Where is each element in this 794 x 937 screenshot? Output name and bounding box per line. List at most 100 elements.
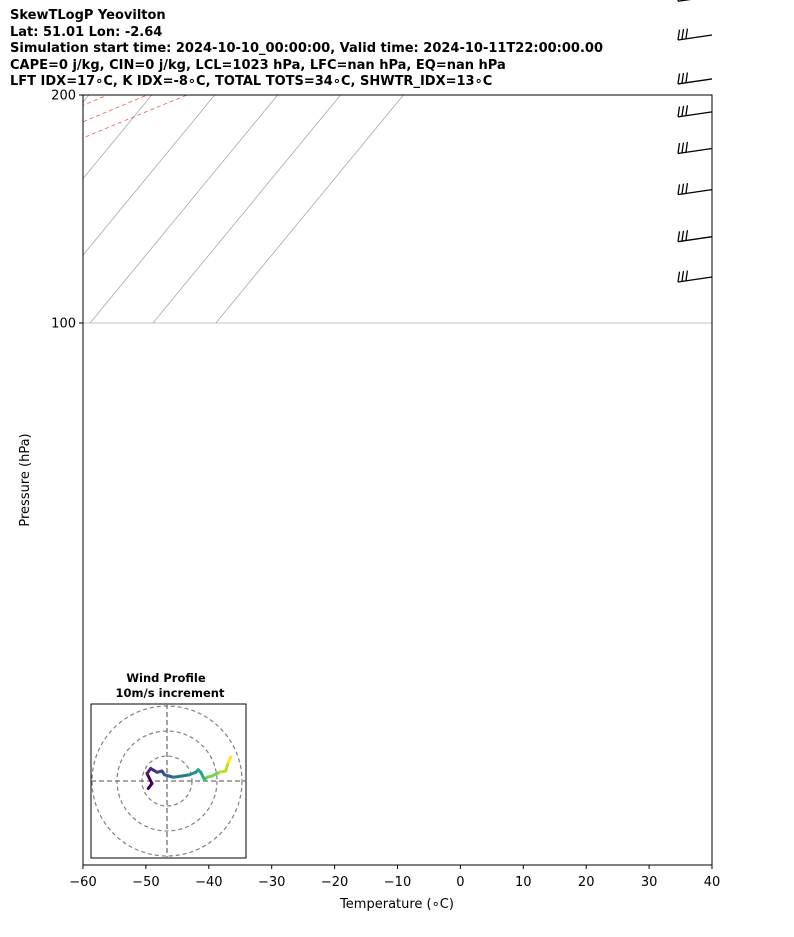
dry-adiabat bbox=[0, 0, 499, 323]
dry-adiabat bbox=[0, 0, 794, 323]
isotherm-line bbox=[0, 0, 34, 323]
moist-adiabat bbox=[0, 0, 223, 323]
dry-adiabat bbox=[0, 0, 794, 323]
isotherm-line bbox=[215, 95, 404, 324]
dry-adiabat bbox=[0, 0, 794, 323]
moist-adiabat bbox=[0, 0, 299, 323]
moist-adiabat bbox=[0, 0, 701, 323]
isotherm-line bbox=[0, 0, 286, 323]
dry-adiabat bbox=[0, 0, 690, 323]
dry-adiabat bbox=[0, 0, 794, 323]
dry-adiabat bbox=[0, 0, 563, 323]
isotherm-line bbox=[0, 0, 349, 323]
x-tick-label: 30 bbox=[641, 875, 658, 890]
y-tick-label: 200 bbox=[51, 88, 76, 103]
hodograph-segment bbox=[145, 772, 154, 785]
wind-barb bbox=[677, 141, 713, 155]
dry-adiabat bbox=[0, 0, 794, 323]
parcel-shade bbox=[0, 0, 535, 323]
hodograph-segment bbox=[226, 755, 233, 764]
x-axis: −60 −50 −40 −30 −20 −10 0 10 20 30 40 bbox=[69, 865, 720, 890]
isotherm-line bbox=[83, 95, 216, 256]
moist-adiabat bbox=[0, 0, 601, 323]
moist-adiabat bbox=[0, 0, 475, 323]
moist-adiabat bbox=[0, 0, 575, 323]
isotherm-line bbox=[83, 95, 153, 180]
chart-header: SkewTLogP Yeovilton Lat: 51.01 Lon: -2.6… bbox=[10, 8, 603, 91]
time-line: Simulation start time: 2024-10-10_00:00:… bbox=[10, 41, 603, 56]
wind-barbs bbox=[677, 0, 713, 283]
dry-adiabat bbox=[83, 95, 149, 123]
moist-adiabat bbox=[0, 0, 349, 323]
background-lines bbox=[0, 0, 794, 324]
dry-adiabat bbox=[0, 0, 626, 323]
x-tick-label: 40 bbox=[704, 875, 721, 890]
wind-barb bbox=[677, 72, 713, 85]
temperature-line bbox=[0, 0, 535, 323]
x-axis-label: Temperature (∘C) bbox=[339, 897, 454, 912]
moist-adiabat bbox=[0, 0, 324, 323]
moist-adiabat bbox=[0, 0, 424, 323]
parcel-line bbox=[0, 0, 498, 323]
isotherm-line bbox=[0, 0, 160, 323]
dry-adiabat bbox=[0, 0, 794, 323]
dry-adiabat bbox=[0, 0, 794, 323]
profiles bbox=[0, 0, 535, 323]
dry-adiabat bbox=[0, 0, 794, 323]
moist-adiabat bbox=[0, 0, 525, 323]
dry-adiabat bbox=[0, 0, 794, 323]
moist-adiabat bbox=[0, 0, 752, 323]
shaded-area bbox=[0, 0, 535, 323]
moist-adiabat bbox=[0, 0, 500, 323]
dry-adiabat bbox=[83, 95, 189, 139]
index-line: LFT IDX=17∘C, K IDX=-8∘C, TOTAL TOTS=34∘… bbox=[10, 74, 493, 89]
y-axis-label: Pressure (hPa) bbox=[18, 433, 33, 526]
y-axis: 1000900800700600500400300200100 bbox=[51, 88, 83, 332]
y-tick-label: 100 bbox=[51, 317, 76, 332]
x-tick-label: 0 bbox=[456, 875, 464, 890]
wind-profile-inset: Wind Profile 10m/s increment bbox=[90, 671, 247, 859]
dry-adiabat bbox=[0, 0, 794, 323]
wind-barb bbox=[677, 28, 713, 41]
moist-adiabat bbox=[0, 0, 273, 323]
moist-adiabat bbox=[0, 0, 726, 323]
moist-adiabat bbox=[0, 0, 248, 323]
isotherm-line bbox=[0, 0, 475, 323]
isotherm-line bbox=[83, 95, 90, 103]
x-tick-label: −10 bbox=[384, 875, 411, 890]
dry-adiabat bbox=[0, 0, 371, 323]
dry-adiabat bbox=[0, 0, 794, 323]
dry-adiabat bbox=[0, 0, 754, 323]
x-tick-label: −30 bbox=[258, 875, 285, 890]
x-tick-label: −50 bbox=[132, 875, 159, 890]
cape-line: CAPE=0 j/kg, CIN=0 j/kg, LCL=1023 hPa, L… bbox=[10, 57, 506, 73]
moist-adiabat bbox=[0, 0, 374, 323]
dry-adiabat bbox=[83, 95, 109, 106]
wind-barb bbox=[677, 105, 713, 118]
dry-adiabat bbox=[0, 0, 435, 323]
dry-adiabat bbox=[0, 0, 794, 323]
inset-title: Wind Profile bbox=[126, 671, 206, 685]
isotherm-line bbox=[0, 0, 412, 323]
wind-barb bbox=[677, 183, 713, 196]
moist-adiabat bbox=[0, 0, 676, 323]
chart-title: SkewTLogP Yeovilton bbox=[10, 8, 166, 23]
wind-barb bbox=[677, 270, 713, 283]
dewpoint-line bbox=[0, 0, 529, 323]
x-tick-label: −40 bbox=[195, 875, 222, 890]
x-tick-label: −20 bbox=[321, 875, 348, 890]
inset-subtitle: 10m/s increment bbox=[116, 686, 225, 700]
moist-adiabat bbox=[0, 0, 399, 323]
x-tick-label: 20 bbox=[578, 875, 595, 890]
wind-barb bbox=[677, 0, 692, 2]
dry-adiabat bbox=[0, 0, 308, 323]
isotherm-line bbox=[89, 95, 279, 324]
wind-barb bbox=[677, 230, 713, 243]
dry-adiabat bbox=[0, 0, 794, 323]
isotherm-line bbox=[0, 0, 223, 323]
moist-adiabat bbox=[0, 0, 626, 323]
isotherm-line bbox=[152, 95, 342, 324]
x-tick-label: −60 bbox=[69, 875, 96, 890]
location-line: Lat: 51.01 Lon: -2.64 bbox=[10, 24, 163, 40]
